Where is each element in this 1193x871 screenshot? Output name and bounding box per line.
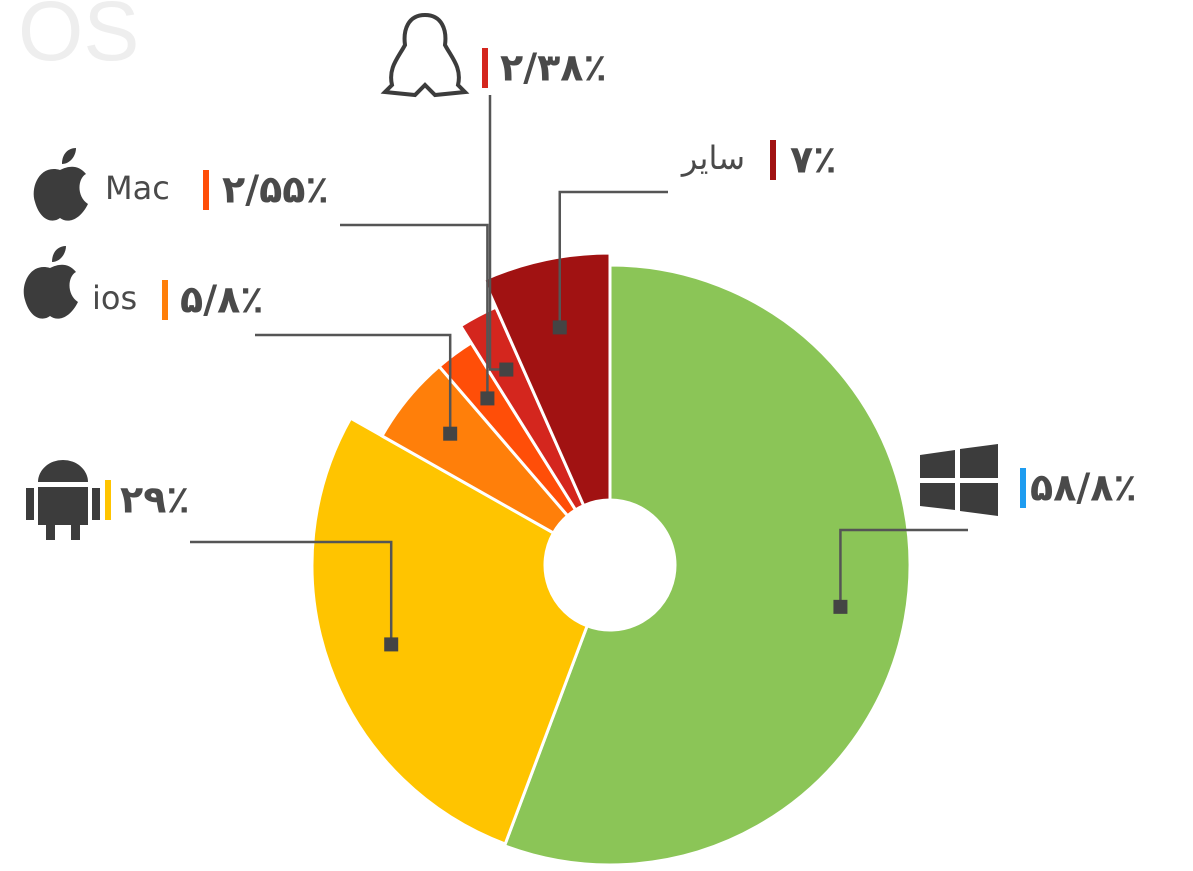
leader-line (558, 190, 668, 328)
leader-dot (552, 320, 567, 335)
category-label: Mac (105, 169, 170, 207)
leader-line (839, 528, 968, 607)
mac-icon (33, 148, 88, 221)
legend-bar (1020, 468, 1026, 508)
value-label: ۲/۳۸٪ (500, 46, 607, 90)
windows-icon (920, 444, 998, 516)
leader-dot (443, 426, 458, 441)
value-label: ۷٪ (790, 138, 836, 182)
leader-dot (480, 391, 495, 406)
leader-line (340, 223, 489, 399)
category-label: ios (92, 279, 137, 317)
leader-dot (833, 599, 848, 614)
pie-slice (502, 263, 912, 867)
value-label: ۲۹٪ (120, 478, 190, 522)
leader-dot (384, 637, 399, 652)
pie-slice (481, 251, 612, 508)
chart-title: OS (18, 0, 139, 78)
pie-slice (310, 416, 590, 846)
icons (23, 12, 998, 540)
android-icon (26, 460, 100, 540)
legend-bar (162, 280, 168, 320)
value-label: ۵/۸٪ (180, 278, 263, 322)
leader-line (190, 540, 393, 645)
legend-bar (770, 140, 776, 180)
value-label: ۲/۵۵٪ (222, 168, 329, 212)
legend-bar (203, 170, 209, 210)
legend-bar (105, 480, 111, 520)
leader-line (255, 333, 452, 434)
ios-icon (23, 246, 78, 319)
category-label: سایر (680, 139, 745, 177)
leader-dot (499, 362, 514, 377)
linux-icon (380, 12, 470, 98)
value-label: ۵۸/۸٪ (1030, 466, 1137, 510)
legend-bar (482, 48, 488, 88)
